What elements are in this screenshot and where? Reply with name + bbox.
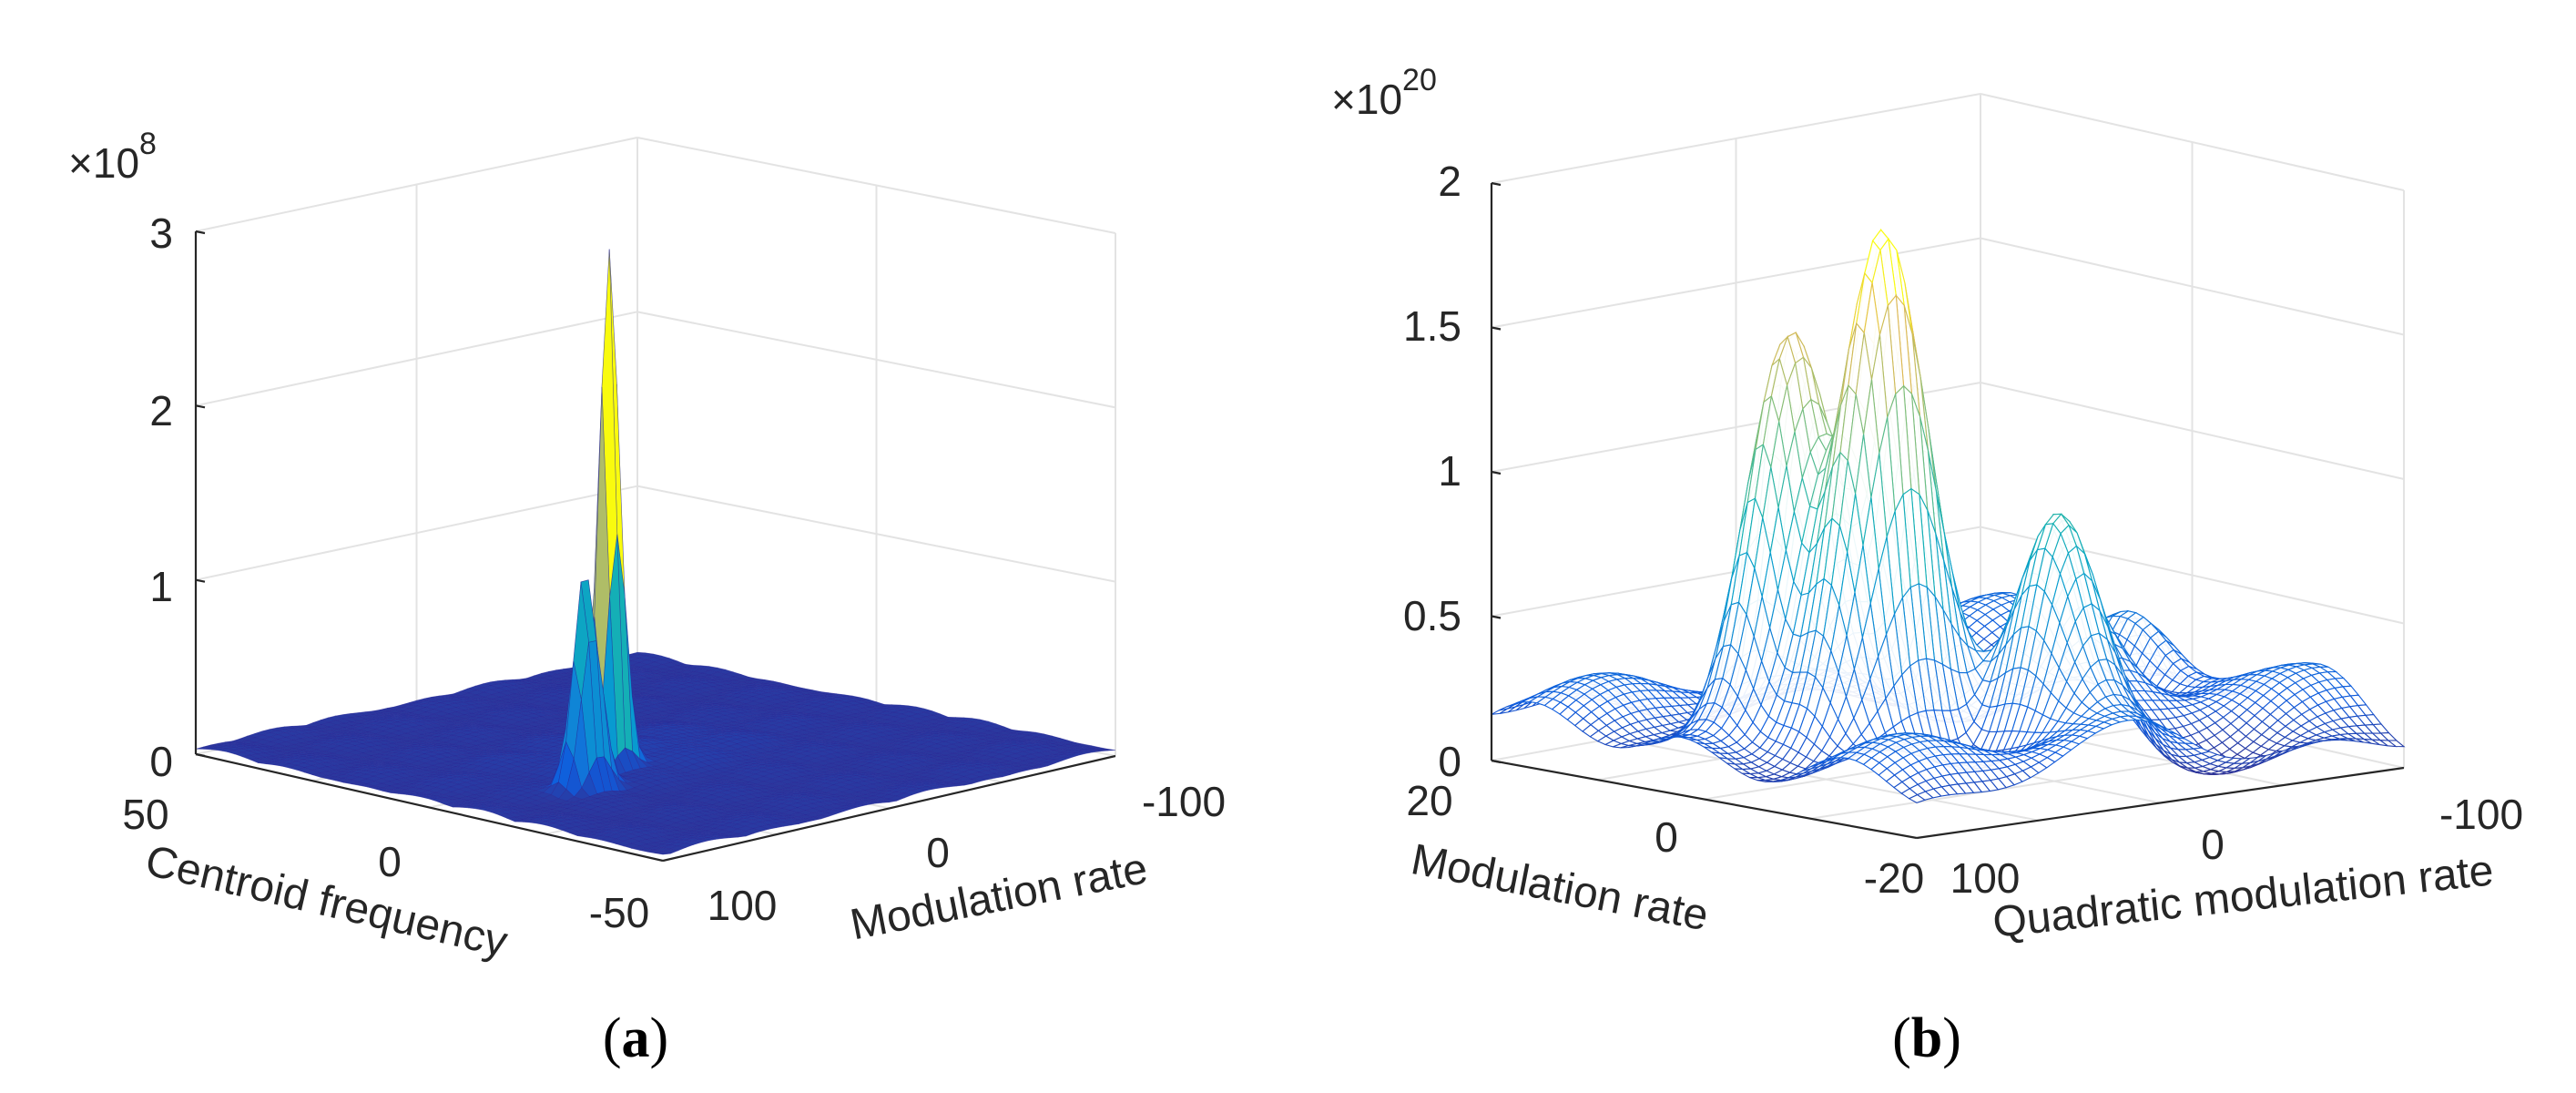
panel-b: ×1020 0 0.5 1 1.5 2 20 0 -20 100 0 -100 … [1331,63,2523,1069]
panel-a-caption: (a) [603,1007,668,1069]
panel-a-surface [195,249,1116,855]
panel-a-centroid-tick-50: 50 [122,791,168,838]
panel-a-modulation-tick-100: 100 [708,882,778,929]
panel-a-z-tick-3: 3 [149,209,173,257]
panel-a-z-tickmark [195,230,206,235]
panel-a: ×108 0 1 2 3 50 0 -50 100 0 -100 Centroi… [68,127,1226,1069]
panel-a-z-tick-2: 2 [149,387,173,434]
panel-a-z-tick-0: 0 [149,738,173,785]
panel-a-z-tick-1: 1 [149,563,173,610]
panel-a-modulation-label: Modulation rate [847,844,1152,949]
panel-b-mesh [1491,228,2406,804]
panel-a-exponent: ×108 [68,127,157,187]
panel-a-z-tickmark [195,578,206,583]
panel-a-z-tickmark [195,404,206,409]
panel-a-centroid-tick-0: 0 [378,838,402,885]
panel-a-centroid-tick-neg50: -50 [589,889,649,936]
panel-a-centroid-label: Centroid frequency [141,836,512,966]
panel-a-modulation-tick-0: 0 [926,829,950,876]
panel-a-modulation-tick-neg100: -100 [1142,778,1226,825]
